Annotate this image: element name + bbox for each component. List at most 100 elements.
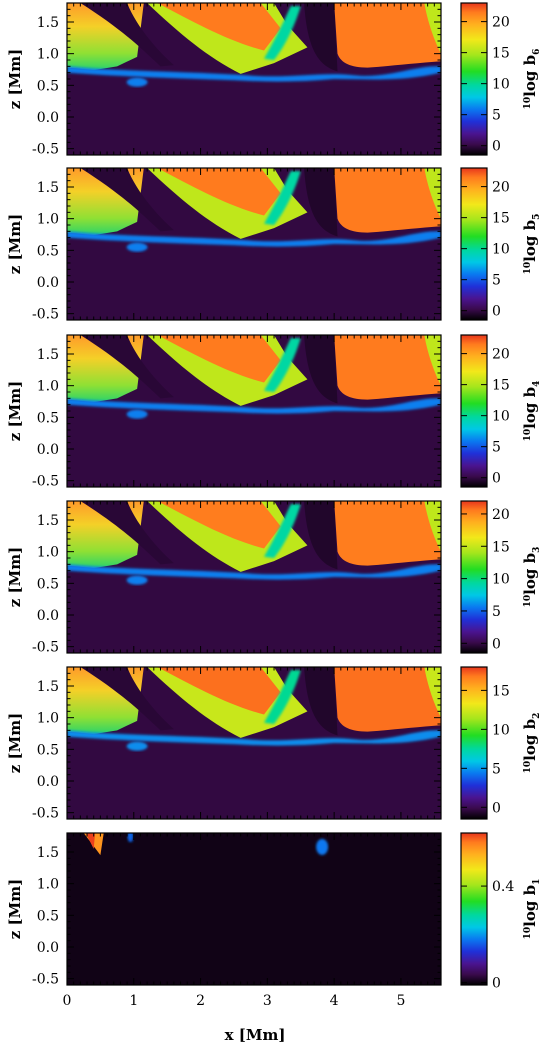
y-tick-label: 1.5	[37, 347, 59, 363]
y-tick-label: 0.0	[37, 774, 59, 790]
y-axis-label: z [Mm]	[6, 879, 24, 939]
y-tick-label: 0.5	[37, 576, 59, 592]
colorbar-label-sub: 3	[532, 547, 542, 553]
y-ticks	[67, 666, 441, 820]
heatmap-image	[67, 833, 441, 985]
y-tick-label: 1.5	[37, 513, 59, 529]
colorbar-tick-label: 10	[492, 77, 510, 93]
x-ticks	[66, 501, 442, 653]
colorbar-tick-label: 20	[492, 347, 510, 363]
colorbar-label-prefix: 10	[523, 97, 533, 110]
y-tick-label: 1.5	[37, 845, 59, 861]
panel-3: -0.5 0.0 0.5 1.0 1.5 z [Mm] 0 5 10 15 20 10log b4	[6, 334, 542, 490]
y-tick-label: 1.5	[37, 15, 59, 31]
y-tick-label: 1.5	[37, 679, 59, 695]
heatmap-image	[67, 168, 441, 320]
y-ticks	[67, 832, 441, 986]
colorbar-label: 10log b1	[521, 879, 542, 940]
colorbar-tick-label: 5	[492, 604, 501, 620]
colorbar-label: 10log b6	[521, 49, 542, 110]
y-tick-label: 1.5	[37, 180, 59, 196]
colorbar-tick-label: 5	[492, 761, 501, 777]
y-tick-label: 0.5	[37, 78, 59, 94]
colorbar-tick-label: 0	[492, 800, 501, 816]
y-axis-label: z [Mm]	[6, 381, 24, 441]
colorbar-label-prefix: 10	[523, 429, 533, 442]
colorbar-label: 10log b3	[521, 547, 542, 608]
y-tick-label: 1.0	[37, 545, 59, 561]
x-tick-label: 4	[330, 993, 339, 1009]
x-tick-label: 5	[396, 993, 405, 1009]
colorbar-tick-label: 20	[492, 507, 510, 523]
colorbar-tick-label: 0.4	[492, 879, 514, 895]
y-tick-label: 0.5	[37, 243, 59, 259]
colorbar-label-main: log b	[521, 220, 539, 262]
colorbar-label-prefix: 10	[523, 595, 533, 608]
y-ticks	[67, 334, 441, 488]
heatmap-image	[67, 3, 441, 155]
colorbar-tick-label: 15	[492, 539, 510, 555]
y-tick-label: -0.5	[32, 307, 59, 323]
colorbar-tick-label: 15	[492, 378, 510, 394]
colorbar-label-main: log b	[521, 387, 539, 429]
x-axis-label: x [Mm]	[225, 1026, 286, 1044]
colorbar: 0 5 10 15 20 10log b4	[460, 334, 542, 488]
colorbar-tick-label: 15	[492, 211, 510, 227]
x-tick-label: 1	[129, 993, 138, 1009]
colorbar-tick-label: 0	[492, 471, 501, 487]
y-tick-label: -0.5	[32, 806, 59, 822]
y-tick-label: 0.0	[37, 442, 59, 458]
colorbar-tick-label: 10	[492, 572, 510, 588]
colorbar-tick-label: 0	[492, 139, 501, 155]
colorbar: 0 0.4 10log b1	[460, 832, 542, 992]
colorbar-tick-label: 10	[492, 242, 510, 258]
colorbar-label-sub: 5	[532, 214, 542, 220]
y-tick-label: 0.5	[37, 410, 59, 426]
y-tick-label: -0.5	[32, 474, 59, 490]
colorbar-tick-label: 20	[492, 15, 510, 31]
x-tick-label: 2	[196, 993, 205, 1009]
y-tick-label: -0.5	[32, 640, 59, 656]
colorbar-label-main: log b	[521, 885, 539, 927]
x-ticks	[66, 833, 442, 985]
colorbar-label-sub: 1	[532, 879, 542, 885]
colorbar-label-main: log b	[521, 719, 539, 761]
y-axis-label: z [Mm]	[6, 49, 24, 109]
colorbar-label: 10log b4	[521, 381, 542, 442]
y-axis-label: z [Mm]	[6, 547, 24, 607]
y-tick-label: 0.5	[37, 742, 59, 758]
y-tick-label: 0.0	[37, 110, 59, 126]
y-axis-label: z [Mm]	[6, 214, 24, 274]
y-tick-label: 1.0	[37, 379, 59, 395]
y-tick-label: 1.0	[37, 212, 59, 228]
y-tick-label: 1.0	[37, 711, 59, 727]
heatmap-image	[67, 335, 441, 487]
y-ticks	[67, 500, 441, 654]
colorbar-tick-label: 5	[492, 440, 501, 456]
colorbar-label-sub: 2	[532, 713, 542, 719]
colorbar-label-prefix: 10	[523, 761, 533, 774]
colorbar-label-main: log b	[521, 553, 539, 595]
y-tick-label: 0.0	[37, 940, 59, 956]
x-ticks	[66, 168, 442, 320]
y-tick-label: 1.0	[37, 47, 59, 63]
colorbar-tick-label: 0	[492, 636, 501, 652]
colorbar-label-sub: 4	[532, 381, 542, 387]
x-tick-label: 3	[263, 993, 272, 1009]
colorbar-tick-label: 20	[492, 180, 510, 196]
y-tick-label: 0.0	[37, 608, 59, 624]
y-tick-label: -0.5	[32, 142, 59, 158]
y-tick-label: 1.0	[37, 877, 59, 893]
heatmap-image	[67, 501, 441, 653]
colorbar-label: 10log b5	[521, 214, 542, 275]
y-axis-label: z [Mm]	[6, 713, 24, 773]
colorbar-tick-label: 5	[492, 108, 501, 124]
colorbar-label: 10log b2	[521, 713, 542, 774]
colorbar-tick-label: 0	[492, 976, 501, 992]
